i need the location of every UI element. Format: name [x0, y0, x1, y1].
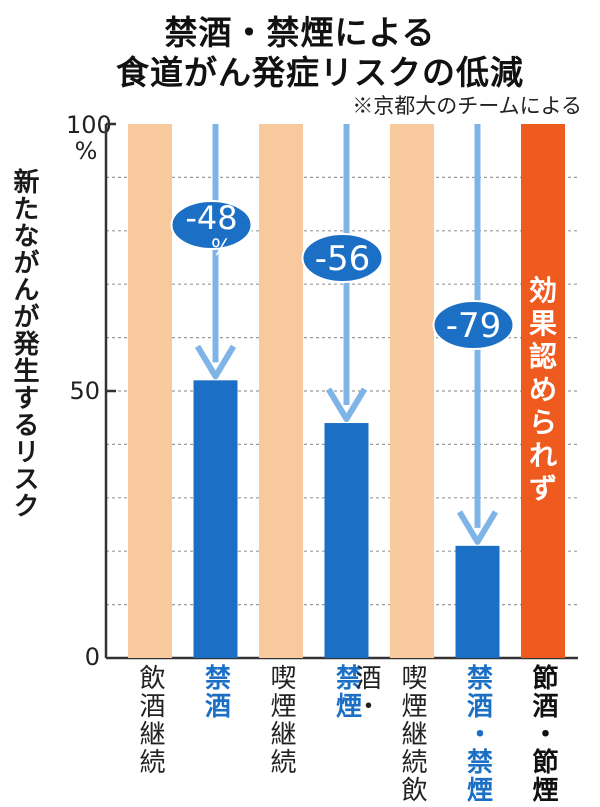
arrow-head-1	[325, 387, 368, 423]
x-tick-label-1: 禁酒	[200, 664, 231, 720]
annotation-char-1: 果	[529, 307, 557, 340]
bar-3	[324, 423, 369, 658]
y-tick-50: 50	[69, 377, 100, 405]
x-tick-label-3: 禁煙	[331, 664, 362, 720]
annotation-char-4: ら	[529, 406, 557, 439]
x-tick-label-5: 禁酒・禁煙	[462, 664, 493, 804]
arrow-head-0	[194, 344, 237, 380]
x-tick-label-6: 節酒・節煙	[528, 664, 558, 804]
chart-title-line2: 食道がん発症リスクの低減	[116, 53, 524, 92]
reduction-badge-0	[170, 200, 253, 250]
y-tick-100-value: 100 %	[66, 111, 112, 165]
bar-0	[128, 124, 172, 658]
bar-1	[193, 380, 238, 658]
chart-title-line1: 禁酒・禁煙による	[164, 13, 436, 52]
arrow-head-2	[456, 510, 499, 545]
source-credit: ※京都大のチームによる	[352, 94, 582, 118]
bar-2	[259, 124, 303, 658]
reduction-label-0: -48	[185, 199, 237, 237]
y-tick-100: 100 %	[30, 112, 112, 164]
reduction-badge-1	[301, 233, 384, 283]
reduction-label-1: -56	[315, 239, 371, 279]
bar-6	[521, 124, 565, 658]
bar-5	[455, 545, 500, 658]
annotation-char-3: め	[529, 373, 557, 406]
x-tick-label-0: 飲酒継続	[135, 664, 165, 776]
annotation-char-2: 認	[529, 340, 557, 373]
annotation-char-6: ず	[529, 472, 557, 505]
annotation-char-0: 効	[529, 274, 557, 307]
reduction-badge-2	[432, 300, 515, 350]
y-axis-label: 新たながんが発生するリスク	[9, 168, 39, 519]
x-tick-label-4: 喫煙継続飲酒・	[351, 664, 427, 804]
y-tick-0: 0	[84, 643, 100, 671]
x-tick-label-2: 喫煙継続	[266, 664, 296, 776]
bar-4	[390, 124, 434, 658]
reduction-label-2: -79	[446, 306, 502, 346]
annotation-char-5: れ	[529, 439, 557, 472]
reduction-unit-0: %	[211, 236, 232, 261]
